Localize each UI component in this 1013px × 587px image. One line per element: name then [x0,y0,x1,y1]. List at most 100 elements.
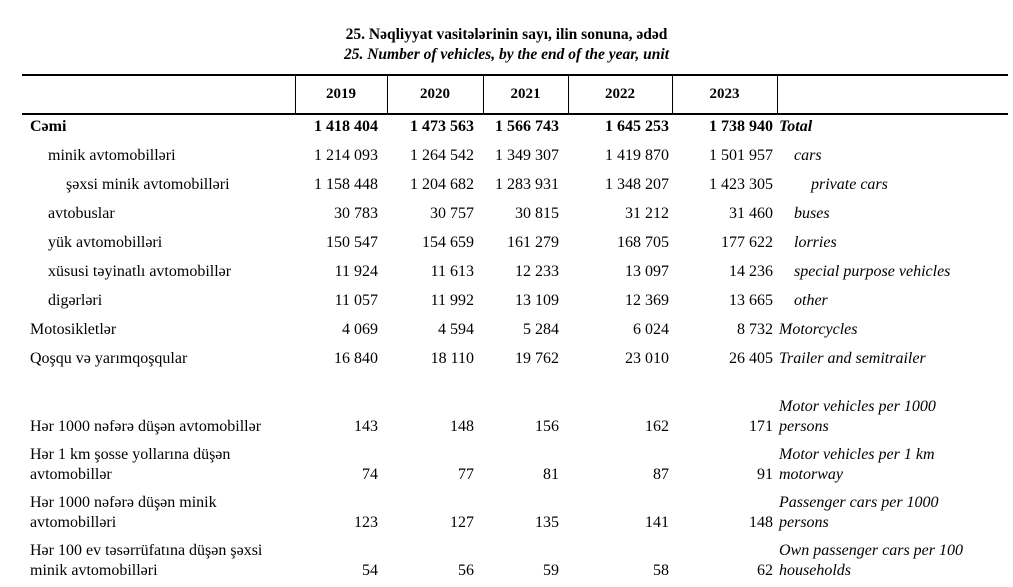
row-label-en: private cars [811,176,888,193]
value-2023: 8 732 [737,321,773,338]
value-2023: 1 423 305 [709,176,773,193]
value-2019: 1 418 404 [314,118,378,135]
row-label-az: Hər 100 ev təsərrüfatına düşən şəxsi min… [22,539,295,587]
table-row: digərləri 11 057 11 992 13 109 12 369 13 665 o… [22,288,1008,317]
value-2019: 1 158 448 [314,176,378,193]
value-2022: 58 [568,539,672,587]
row-label-az: Hər 1 km şosse yollarına düşən avtomobil… [30,446,231,483]
header-year-2021: 2021 [482,74,569,115]
header-year-2019: 2019 [294,74,388,115]
value-2020: 18 110 [430,350,474,367]
value-2021: 1 349 307 [495,147,559,164]
table-row: xüsusi təyinatlı avtomobillər 11 924 11 61… [22,259,1008,288]
value-2020: 127 [450,514,474,531]
table-row: Motosikletlər 4 069 4 594 5 284 6 024 8 732 Mo… [22,317,1008,346]
value-2023: 177 622 [721,234,773,251]
value-2023: 148 [749,514,773,531]
value-2019: 11 057 [334,292,378,309]
value-2023: 13 665 [729,292,773,309]
row-label-az: Hər 1000 nəfərə düşən avtomobillər [30,418,262,435]
table-row: Hər 100 ev təsərrüfatına düşən şəxsi min… [22,539,1008,587]
table-row: yük avtomobilləri 150 547 154 659 161 279 16… [22,230,1008,259]
table-row: Hər 1 km şosse yollarına düşən avtomobil… [22,443,1008,491]
value-2022: 87 [653,466,669,483]
vehicles-table: 2019 2020 2021 2022 2023 Cəmi 1 418 404 1 … [22,74,1008,587]
row-label-az: digərləri [48,292,103,309]
table-row: Qoşqu və yarımqoşqular 16 840 18 110 19 762… [22,346,1008,375]
row-label-en: Motor vehicles per 1 km motorway [779,446,935,483]
value-2021: 13 109 [515,292,559,309]
value-2020: 56 [387,539,483,587]
value-2023: 26 405 [729,350,773,367]
value-2022: 162 [645,418,669,435]
value-2019: 74 [362,466,378,483]
table-row: Cəmi 1 418 404 1 473 563 1 566 743 1 645 253… [22,114,1008,143]
value-2023: 171 [749,418,773,435]
value-2022: 31 212 [625,205,669,222]
row-label-az: Hər 1000 nəfərə düşən minik avtomobillər… [30,494,217,531]
row-label-az: Qoşqu və yarımqoşqular [30,350,188,367]
value-2021: 59 [483,539,568,587]
value-2022: 13 097 [625,263,669,280]
table-row: minik avtomobilləri 1 214 093 1 264 542 1 3… [22,143,1008,172]
table-row: Hər 1000 nəfərə düşən minik avtomobillər… [22,491,1008,539]
value-2019: 54 [295,539,387,587]
row-label-en: cars [794,147,822,164]
value-2022: 23 010 [625,350,669,367]
header-year-2023: 2023 [671,74,778,115]
value-2019: 1 214 093 [314,147,378,164]
row-label-en: lorries [794,234,837,251]
value-2020: 30 757 [430,205,474,222]
value-2020: 1 264 542 [410,147,474,164]
header-empty-left [22,74,295,115]
value-2021: 1 566 743 [495,118,559,135]
value-2022: 141 [645,514,669,531]
value-2021: 1 283 931 [495,176,559,193]
row-label-az: minik avtomobilləri [48,147,176,164]
row-label-az: Cəmi [30,118,67,135]
value-2021: 135 [535,514,559,531]
value-2019: 143 [354,418,378,435]
value-2023: 1 501 957 [709,147,773,164]
row-label-az: Motosikletlər [30,321,117,338]
table-row: avtobuslar 30 783 30 757 30 815 31 212 31 460… [22,201,1008,230]
value-2020: 77 [458,466,474,483]
value-2021: 161 279 [507,234,559,251]
table-title-azerbaijani: 25. Nəqliyyat vasitələrinin sayı, ilin s… [345,26,668,43]
value-2023: 31 460 [729,205,773,222]
header-empty-right [777,74,1008,115]
row-label-az: yük avtomobilləri [48,234,163,251]
value-2022: 168 705 [617,234,669,251]
table-header: 2019 2020 2021 2022 2023 [22,74,1008,115]
value-2020: 4 594 [438,321,474,338]
row-label-en: special purpose vehicles [794,263,951,280]
value-2019: 4 069 [342,321,378,338]
value-2019: 11 924 [334,263,378,280]
value-2023: 91 [757,466,773,483]
section-gap [22,375,1008,395]
value-2023: 14 236 [729,263,773,280]
row-label-en: other [794,292,828,309]
value-2021: 81 [543,466,559,483]
row-label-en: Motor vehicles per 1000 persons [779,398,936,435]
value-2019: 30 783 [334,205,378,222]
value-2020: 11 613 [430,263,474,280]
title-block: 25. Nəqliyyat vasitələrinin sayı, ilin s… [0,0,1013,65]
value-2022: 12 369 [625,292,669,309]
row-label-en: Own passenger cars per 100 households [777,539,1008,587]
value-2021: 19 762 [515,350,559,367]
value-2020: 1 204 682 [410,176,474,193]
table-title-english: 25. Number of vehicles, by the end of th… [343,46,670,63]
header-row: 2019 2020 2021 2022 2023 [22,74,1008,115]
value-2020: 11 992 [430,292,474,309]
row-label-en: Passenger cars per 1000 persons [779,494,939,531]
row-label-en: Total [779,118,813,135]
table-row: şəxsi minik avtomobilləri 1 158 448 1 204 … [22,172,1008,201]
row-label-az: avtobuslar [48,205,115,222]
value-2022: 1 645 253 [605,118,669,135]
value-2021: 12 233 [515,263,559,280]
value-2021: 30 815 [515,205,559,222]
row-label-az: xüsusi təyinatlı avtomobillər [48,263,232,280]
value-2020: 148 [450,418,474,435]
